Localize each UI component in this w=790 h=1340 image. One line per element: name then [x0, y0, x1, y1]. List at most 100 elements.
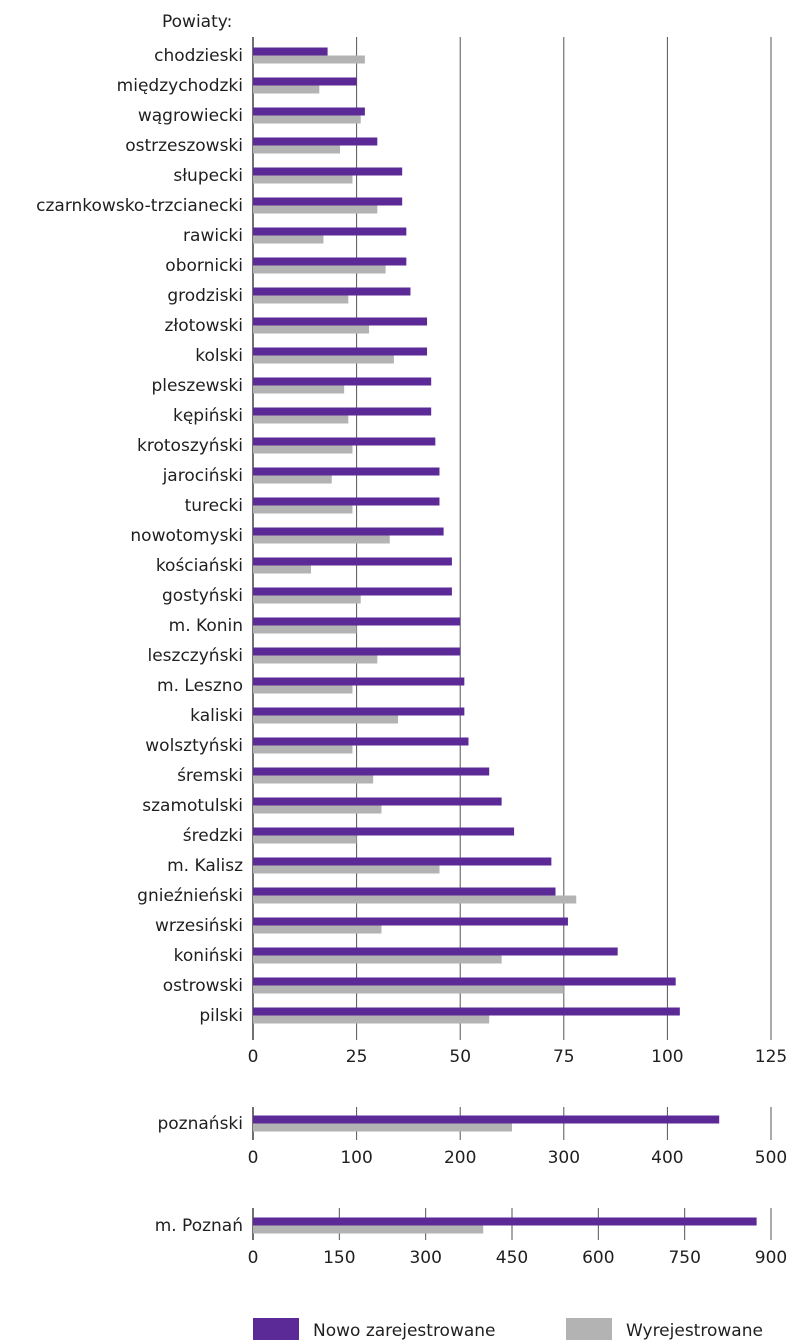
category-label: jarociński: [162, 466, 243, 486]
bar-nowo-zarejestrowane: [253, 1007, 680, 1016]
category-label: pleszewski: [151, 376, 243, 396]
category-label: turecki: [185, 496, 243, 516]
bar-nowo-zarejestrowane: [253, 977, 676, 986]
x-tick-label: 200: [444, 1148, 476, 1168]
bar-nowo-zarejestrowane: [253, 197, 403, 206]
category-label: chodzieski: [154, 46, 243, 66]
bar-nowo-zarejestrowane: [253, 137, 378, 146]
bar-nowo-zarejestrowane: [253, 287, 411, 296]
bar-wyrejestrowane: [253, 595, 361, 604]
bar-wyrejestrowane: [253, 535, 390, 544]
bar-nowo-zarejestrowane: [253, 917, 568, 926]
bar-wyrejestrowane: [253, 715, 399, 724]
category-label: szamotulski: [142, 796, 243, 816]
bar-wyrejestrowane: [253, 775, 374, 784]
category-label: m. Leszno: [157, 676, 243, 696]
bar-nowo-zarejestrowane: [253, 107, 365, 116]
bar-wyrejestrowane: [253, 235, 324, 244]
bar-wyrejestrowane: [253, 625, 357, 634]
x-tick-label: 0: [248, 1148, 259, 1168]
category-label: pilski: [199, 1006, 243, 1026]
bar-wyrejestrowane: [253, 985, 564, 994]
bar-wyrejestrowane: [253, 415, 349, 424]
category-label: kościański: [156, 556, 243, 576]
category-label: m. Poznań: [155, 1216, 243, 1236]
bar-wyrejestrowane: [253, 895, 577, 904]
category-label: obornicki: [165, 256, 243, 276]
bar-wyrejestrowane: [253, 565, 312, 574]
category-label: m. Kalisz: [167, 856, 243, 876]
category-label: kaliski: [190, 706, 243, 726]
bar-nowo-zarejestrowane: [253, 257, 407, 266]
bar-nowo-zarejestrowane: [253, 317, 428, 326]
bar-wyrejestrowane: [253, 265, 386, 274]
bar-nowo-zarejestrowane: [253, 857, 552, 866]
bar-wyrejestrowane: [253, 505, 353, 514]
legend-label: Wyrejestrowane: [626, 1321, 763, 1340]
category-label: gnieźnieński: [137, 886, 243, 906]
category-label: krotoszyński: [137, 436, 243, 456]
category-label: koniński: [174, 946, 243, 966]
bar-wyrejestrowane: [253, 955, 502, 964]
bar-wyrejestrowane: [253, 115, 361, 124]
bar-wyrejestrowane: [253, 805, 382, 814]
category-label: rawicki: [183, 226, 243, 246]
x-tick-label: 150: [323, 1248, 355, 1268]
bar-nowo-zarejestrowane: [253, 587, 452, 596]
category-label: gostyński: [162, 586, 243, 606]
y-axis-label: Powiaty:: [162, 12, 232, 32]
category-label: międzychodzki: [117, 76, 243, 96]
bar-wyrejestrowane: [253, 55, 365, 64]
x-tick-label: 900: [755, 1248, 787, 1268]
bar-wyrejestrowane: [253, 355, 394, 364]
bar-wyrejestrowane: [253, 655, 378, 664]
category-label: złotowski: [164, 316, 243, 336]
bar-nowo-zarejestrowane: [253, 647, 461, 656]
bar-wyrejestrowane: [253, 385, 345, 394]
category-label: średzki: [183, 826, 243, 846]
bar-nowo-zarejestrowane: [253, 227, 407, 236]
bar-nowo-zarejestrowane: [253, 437, 436, 446]
category-label: m. Konin: [169, 616, 243, 636]
bar-nowo-zarejestrowane: [253, 677, 465, 686]
bar-wyrejestrowane: [253, 1225, 484, 1234]
category-label: słupecki: [173, 166, 243, 186]
bar-nowo-zarejestrowane: [253, 797, 502, 806]
bar-wyrejestrowane: [253, 835, 357, 844]
category-label: kolski: [195, 346, 243, 366]
bar-nowo-zarejestrowane: [253, 827, 515, 836]
bar-nowo-zarejestrowane: [253, 47, 328, 56]
category-label: nowotomyski: [130, 526, 243, 546]
x-tick-label: 0: [248, 1047, 259, 1067]
bar-wyrejestrowane: [253, 205, 378, 214]
category-label: wrzesiński: [155, 916, 243, 936]
category-label: leszczyński: [148, 646, 244, 666]
x-tick-label: 25: [346, 1047, 368, 1067]
bar-nowo-zarejestrowane: [253, 527, 444, 536]
bar-wyrejestrowane: [253, 295, 349, 304]
bar-nowo-zarejestrowane: [253, 947, 618, 956]
category-label: grodziski: [167, 286, 243, 306]
bar-nowo-zarejestrowane: [253, 617, 461, 626]
bar-wyrejestrowane: [253, 865, 440, 874]
bar-wyrejestrowane: [253, 685, 353, 694]
bar-nowo-zarejestrowane: [253, 377, 432, 386]
bar-wyrejestrowane: [253, 925, 382, 934]
bar-nowo-zarejestrowane: [253, 407, 432, 416]
bar-wyrejestrowane: [253, 1015, 490, 1024]
bar-wyrejestrowane: [253, 1123, 512, 1132]
x-tick-label: 500: [755, 1148, 787, 1168]
bar-wyrejestrowane: [253, 175, 353, 184]
bar-nowo-zarejestrowane: [253, 557, 452, 566]
category-label: poznański: [157, 1114, 243, 1134]
category-label: wolsztyński: [145, 736, 243, 756]
x-tick-label: 100: [651, 1047, 683, 1067]
x-tick-label: 750: [668, 1248, 700, 1268]
x-tick-label: 300: [548, 1148, 580, 1168]
x-tick-label: 50: [449, 1047, 471, 1067]
category-label: śremski: [177, 766, 243, 786]
bar-nowo-zarejestrowane: [253, 707, 465, 716]
bar-wyrejestrowane: [253, 145, 341, 154]
